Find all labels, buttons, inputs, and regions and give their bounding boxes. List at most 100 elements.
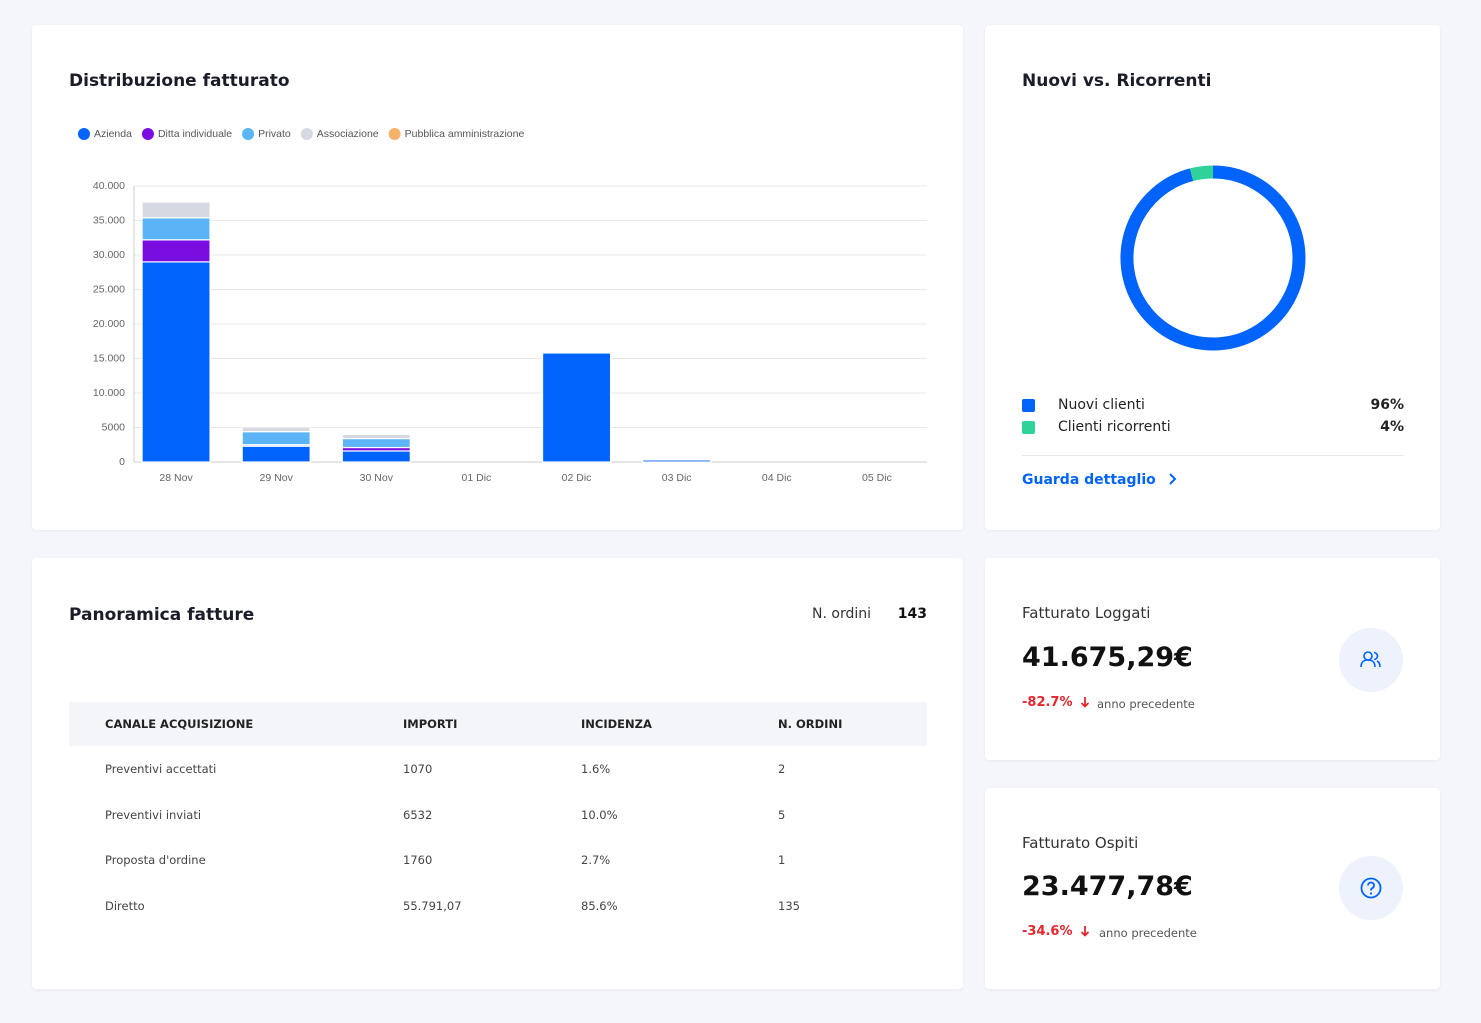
x-tick-label: 01 Dic: [462, 472, 492, 484]
detail-link[interactable]: Guarda dettaglio: [1022, 472, 1179, 488]
y-tick-label: 15.000: [93, 352, 125, 364]
down-arrow: [1080, 926, 1090, 937]
x-tick-label: 03 Dic: [662, 472, 692, 484]
table-cell: 1: [778, 853, 786, 867]
icon-glyph: [1360, 651, 1381, 668]
divider: [1022, 455, 1404, 456]
y-tick-label: 25.000: [93, 283, 125, 295]
bar-chart: Azienda Ditta individuale Privato Associazi…: [78, 128, 927, 484]
table-cell: 6532: [403, 807, 433, 822]
kpi-amount: 23.477,78€: [1022, 871, 1193, 902]
table-header: [69, 702, 927, 746]
column-header: IMPORTI: [403, 717, 458, 731]
legend-label: Ditta individuale: [158, 128, 232, 140]
legend-marker: [1022, 421, 1035, 434]
kpi-card: Fatturato Ospiti 23.477,78€ -34.6% anno …: [985, 788, 1440, 989]
bar-segment: [241, 445, 311, 463]
bar-segment: [241, 426, 311, 433]
y-tick-label: 10.000: [93, 387, 125, 399]
bar-segment: [141, 217, 211, 241]
legend-row: Nuovi clienti 96%: [1022, 397, 1404, 415]
revenue-card: Distribuzione fatturato Azienda Ditta ind…: [32, 25, 963, 530]
x-tick-label: 02 Dic: [562, 472, 592, 484]
table-cell: Preventivi inviati: [105, 807, 202, 822]
kpi-card: Fatturato Loggati 41.675,29€ -82.7% anno…: [985, 558, 1440, 760]
x-tick-label: 29 Nov: [260, 472, 294, 484]
column-header: N. ORDINI: [778, 717, 843, 731]
icon-glyph: [1360, 877, 1382, 899]
legend-label: Azienda: [94, 128, 132, 140]
donut-slice: [1120, 165, 1306, 351]
card-title: Distribuzione fatturato: [69, 71, 290, 91]
bar-segment: [141, 201, 211, 219]
bar-segment: [341, 437, 411, 449]
table-cell: 1.6%: [581, 762, 611, 776]
legend-marker: [300, 128, 313, 140]
y-tick-label: 35.000: [93, 214, 125, 226]
bar-segment: [642, 459, 712, 463]
change-text: -82.7%: [1022, 695, 1073, 710]
legend-label: Privato: [258, 128, 291, 140]
bar-segment: [341, 433, 411, 440]
help-icon: [1339, 856, 1403, 920]
card-title: Panoramica fatture: [69, 605, 255, 625]
bar-segment: [541, 352, 612, 463]
table-cell: Proposta d'ordine: [105, 853, 206, 867]
x-tick-label: 30 Nov: [360, 472, 394, 484]
column-header: CANALE ACQUISIZIONE: [105, 717, 254, 731]
table-cell: 55.791,07: [403, 898, 462, 913]
customers-card: Nuovi vs. Ricorrenti Nuovi clienti 96% Cli…: [985, 25, 1440, 530]
x-tick-label: 28 Nov: [159, 472, 193, 484]
kpi-change: -82.7%: [1022, 695, 1090, 710]
legend-label: Pubblica amministrazione: [405, 128, 525, 140]
legend-label: Clienti ricorrenti: [1058, 419, 1171, 435]
donut-slice: [1189, 165, 1214, 182]
link-text[interactable]: Guarda dettaglio: [1022, 472, 1156, 488]
kpi-title: Fatturato Loggati: [1022, 604, 1151, 622]
legend-value: 96%: [1370, 397, 1404, 413]
legend-label: Nuovi clienti: [1058, 397, 1145, 413]
legend-marker: [242, 128, 255, 140]
orders-count: 143: [897, 606, 927, 622]
legend-label: Associazione: [317, 128, 379, 140]
legend-marker: [388, 128, 401, 140]
legend-marker: [1022, 399, 1035, 412]
kpi-note: anno precedente: [1099, 926, 1197, 940]
table-cell: 10.0%: [581, 807, 618, 822]
legend-marker: [141, 128, 154, 140]
change-text: -34.6%: [1022, 924, 1073, 939]
x-tick-label: 05 Dic: [862, 472, 892, 484]
bar-segment: [241, 431, 311, 446]
table-cell: Diretto: [105, 898, 145, 913]
y-tick-label: 40.000: [93, 180, 125, 192]
kpi-change: -34.6%: [1022, 924, 1090, 939]
legend-marker: [78, 128, 90, 140]
column-header: INCIDENZA: [581, 717, 652, 731]
x-tick-label: 04 Dic: [762, 472, 792, 484]
y-tick-label: 0: [119, 456, 125, 468]
donut-chart: [1120, 165, 1306, 351]
table-cell: 1760: [403, 853, 433, 867]
kpi-amount: 41.675,29€: [1022, 642, 1193, 673]
table-card: Panoramica fatture N. ordini 143 CANALE …: [32, 558, 963, 989]
table-cell: 5: [778, 807, 786, 822]
chevron: [1168, 473, 1177, 485]
table-cell: 135: [778, 898, 800, 913]
bar-segment: [141, 261, 211, 463]
card-title: Nuovi vs. Ricorrenti: [1022, 71, 1212, 91]
table-cell: 2: [778, 762, 786, 776]
bar-segment: [341, 450, 411, 463]
legend-row: Clienti ricorrenti 4%: [1022, 419, 1404, 437]
y-tick-label: 20.000: [93, 318, 125, 330]
y-tick-label: 30.000: [93, 249, 125, 261]
kpi-note: anno precedente: [1097, 697, 1195, 711]
y-tick-label: 5000: [102, 421, 126, 433]
table-cell: 85.6%: [581, 898, 618, 913]
table-cell: 2.7%: [581, 853, 611, 867]
bar-segment: [141, 239, 211, 263]
legend-value: 4%: [1380, 419, 1404, 435]
kpi-title: Fatturato Ospiti: [1022, 834, 1139, 852]
table-cell: 1070: [403, 762, 433, 776]
orders-label: N. ordini: [812, 606, 871, 622]
